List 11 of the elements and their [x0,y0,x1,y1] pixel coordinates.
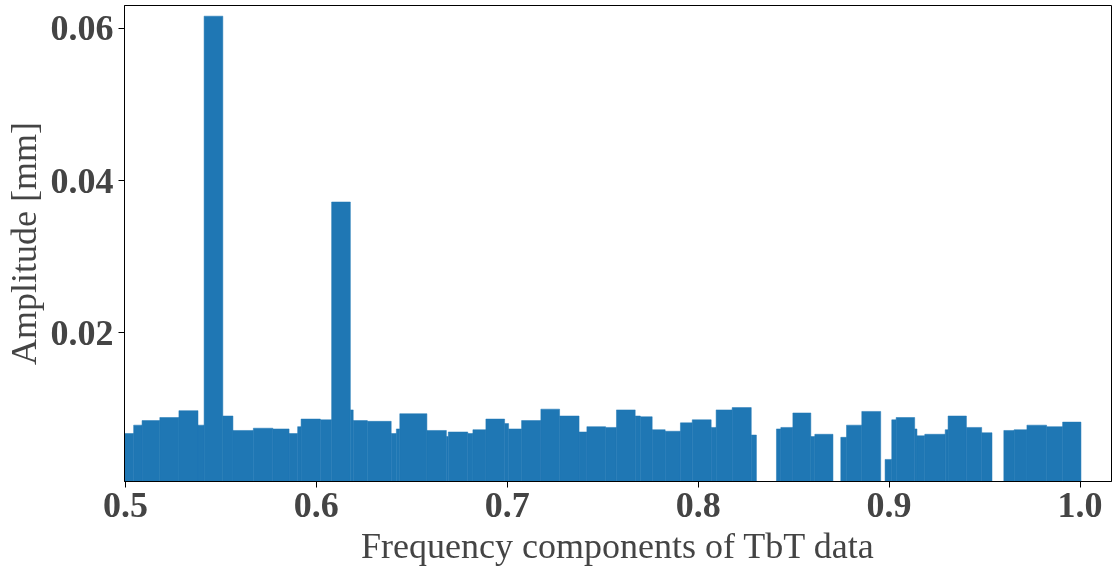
y-axis-title: Amplitude [mm] [3,122,44,365]
x-axis-title: Frequency components of TbT data [361,525,874,566]
x-tick-label: 0.8 [675,484,721,525]
x-tick-label: 0.6 [293,484,339,525]
x-tick-label: 0.9 [866,484,912,525]
x-tick-label: 1.0 [1057,484,1103,525]
y-tick-label: 0.02 [50,312,114,353]
y-tick-label: 0.04 [50,160,114,201]
y-tick-label: 0.06 [50,8,114,49]
x-tick-label: 0.5 [102,484,148,525]
x-tick-label: 0.7 [484,484,530,525]
